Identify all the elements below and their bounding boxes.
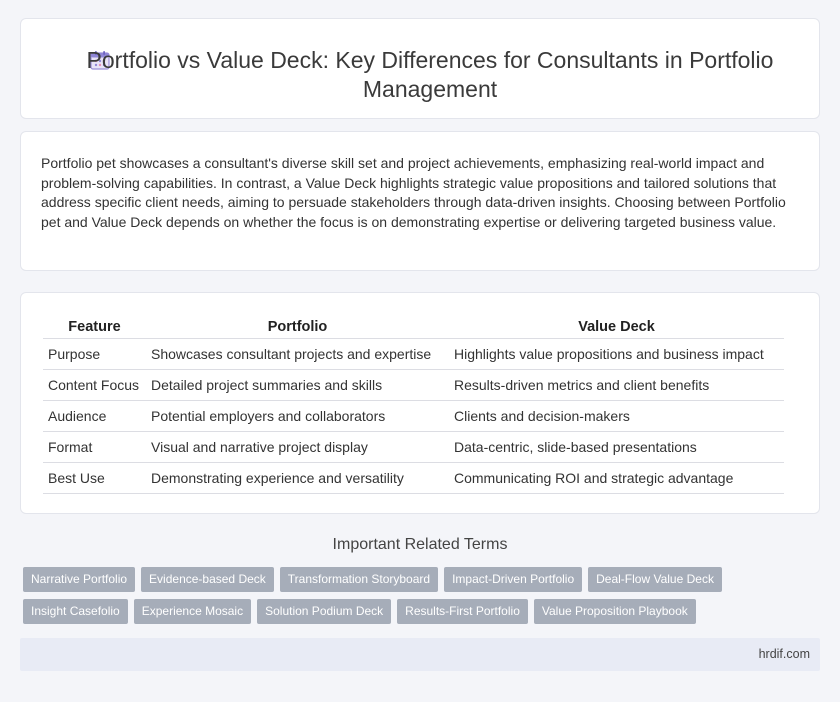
- table-row: Audience Potential employers and collabo…: [43, 400, 784, 432]
- related-term-tag[interactable]: Deal-Flow Value Deck: [588, 567, 722, 592]
- related-term-tag[interactable]: Value Proposition Playbook: [533, 599, 696, 624]
- related-term-tag[interactable]: Experience Mosaic: [133, 599, 252, 624]
- comparison-table-card: Feature Portfolio Value Deck Purpose Sho…: [20, 292, 820, 514]
- footer: hrdif.com: [20, 638, 820, 671]
- feature-cell: Purpose: [43, 338, 146, 370]
- portfolio-cell: Potential employers and collaborators: [146, 400, 449, 432]
- page-title: Portfolio vs Value Deck: Key Differences…: [86, 47, 774, 102]
- table-row: Format Visual and narrative project disp…: [43, 431, 784, 463]
- table-header-row: Feature Portfolio Value Deck: [43, 315, 784, 339]
- value-deck-cell: Communicating ROI and strategic advantag…: [449, 462, 784, 494]
- table-row: Purpose Showcases consultant projects an…: [43, 338, 784, 370]
- value-deck-cell: Highlights value propositions and busine…: [449, 338, 784, 370]
- related-term-tag[interactable]: Impact-Driven Portfolio: [444, 567, 583, 592]
- related-term-tag[interactable]: Solution Podium Deck: [257, 599, 392, 624]
- related-terms-list: Narrative Portfolio Evidence-based Deck …: [23, 567, 823, 631]
- related-term-tag[interactable]: Transformation Storyboard: [279, 567, 439, 592]
- related-term-tag[interactable]: Narrative Portfolio: [23, 567, 136, 592]
- related-term-tag[interactable]: Results-First Portfolio: [397, 599, 528, 624]
- value-deck-cell: Clients and decision-makers: [449, 400, 784, 432]
- portfolio-cell: Showcases consultant projects and expert…: [146, 338, 449, 370]
- related-terms-title: Important Related Terms: [332, 536, 508, 553]
- feature-cell: Audience: [43, 400, 146, 432]
- feature-cell: Content Focus: [43, 369, 146, 401]
- footer-site-link[interactable]: hrdif.com: [758, 647, 810, 661]
- value-deck-cell: Results-driven metrics and client benefi…: [449, 369, 784, 401]
- portfolio-cell: Demonstrating experience and versatility: [146, 462, 449, 494]
- related-term-tag[interactable]: Insight Casefolio: [23, 599, 128, 624]
- related-term-tag[interactable]: Evidence-based Deck: [141, 567, 274, 592]
- intro-paragraph: Portfolio pet showcases a consultant's d…: [41, 155, 786, 230]
- header-feature: Feature: [43, 315, 146, 339]
- feature-cell: Format: [43, 431, 146, 463]
- table-row: Best Use Demonstrating experience and ve…: [43, 462, 784, 494]
- header-card: Portfolio vs Value Deck: Key Differences…: [20, 18, 820, 119]
- portfolio-cell: Detailed project summaries and skills: [146, 369, 449, 401]
- portfolio-cell: Visual and narrative project display: [146, 431, 449, 463]
- table-row: Content Focus Detailed project summaries…: [43, 369, 784, 401]
- intro-card: Portfolio pet showcases a consultant's d…: [20, 131, 820, 271]
- comparison-table: Feature Portfolio Value Deck Purpose Sho…: [43, 315, 784, 494]
- feature-cell: Best Use: [43, 462, 146, 494]
- value-deck-cell: Data-centric, slide-based presentations: [449, 431, 784, 463]
- header-portfolio: Portfolio: [146, 315, 449, 339]
- header-value-deck: Value Deck: [449, 315, 784, 339]
- calendar-icon: [90, 51, 110, 70]
